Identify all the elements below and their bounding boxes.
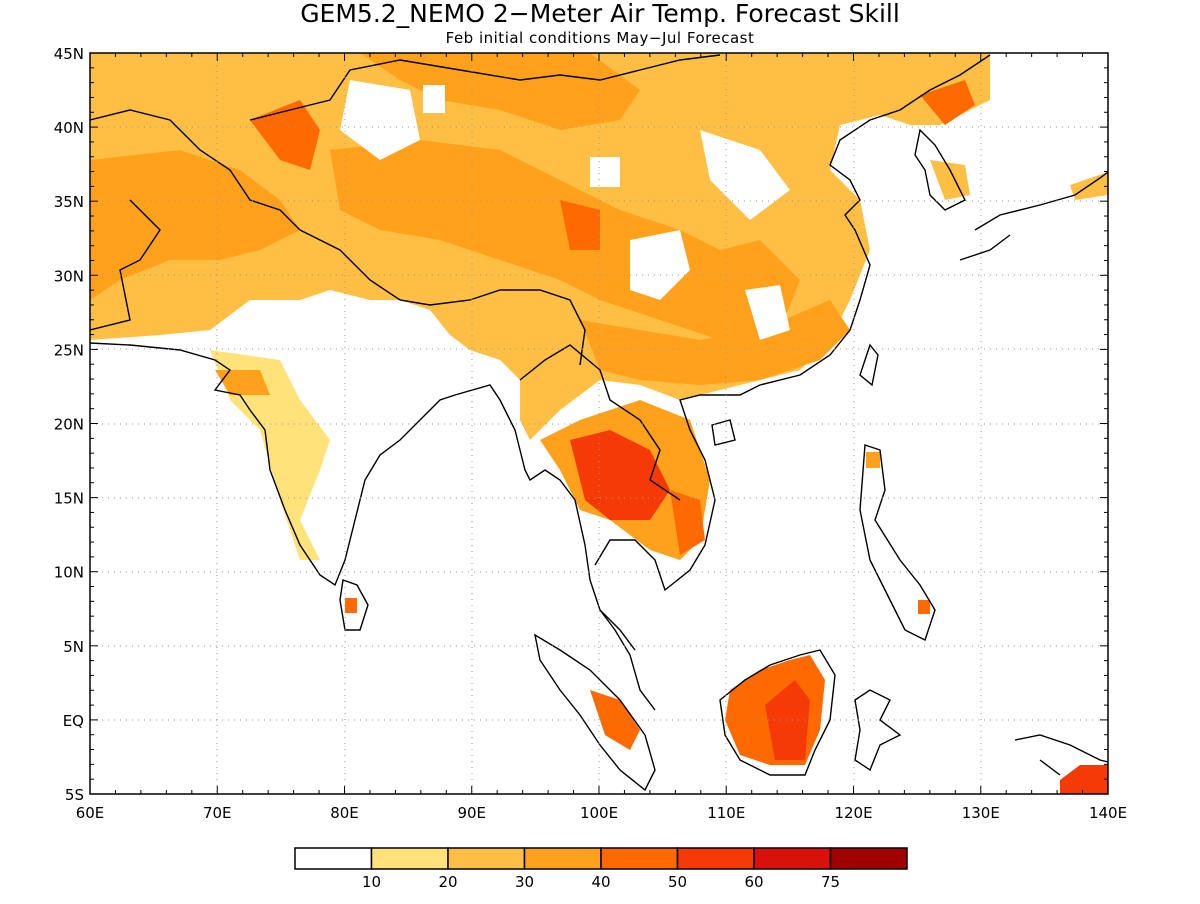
colorbar-swatch [753, 847, 832, 870]
y-tick-label: 15N [54, 490, 84, 508]
skill-region-new-guinea [1060, 765, 1108, 794]
colorbar-swatch [523, 847, 602, 870]
coastline-indochina [594, 54, 991, 592]
skill-region-central-asia [90, 150, 300, 300]
axis-ticks: 60E 70E 80E 90E 100E 110E 120E 130E 140E 45N 40N 35… [54, 45, 1127, 822]
colorbar-swatch [447, 847, 526, 870]
border-china-north [249, 54, 721, 121]
skill-region-mongolia [360, 53, 640, 130]
skill-gap-tibet-cell [423, 85, 445, 113]
skill-region-sumatra [590, 690, 640, 750]
coastline-japan [959, 171, 1108, 261]
x-tick-label: 60E [76, 804, 105, 822]
coastline-sulawesi [854, 689, 902, 772]
coastline-taiwan [859, 343, 879, 387]
skill-region-mindanao [918, 600, 930, 614]
x-tick-label: 120E [834, 804, 872, 822]
y-tick-label: 45N [54, 45, 84, 63]
skill-gap-sichuan [630, 230, 690, 300]
coastline-india [90, 342, 456, 587]
x-tick-label: 110E [707, 804, 745, 822]
skill-region-korea [930, 160, 970, 200]
colorbar-swatch [600, 847, 679, 870]
skill-region-india [210, 350, 330, 560]
y-tick-label: 5N [63, 638, 84, 656]
x-tick-label: 90E [457, 804, 486, 822]
coastline-borneo [719, 649, 836, 776]
colorbar-swatch [294, 847, 373, 870]
y-tick-label: 20N [54, 416, 84, 434]
x-tick-label: 130E [962, 804, 1000, 822]
colorbar: 10 20 30 40 50 60 75 [294, 847, 908, 891]
colorbar-label: 75 [821, 873, 840, 891]
skill-region-west-india [215, 370, 270, 395]
colorbar-label: 40 [591, 873, 610, 891]
colorbar-label: 50 [668, 873, 687, 891]
coastline-hainan [711, 419, 736, 446]
colorbar-label: 20 [438, 873, 457, 891]
y-tick-label: 5S [65, 786, 84, 804]
skill-gap-taklimakan [340, 80, 420, 160]
y-tick-label: 35N [54, 193, 84, 211]
x-tick-label: 140E [1089, 804, 1127, 822]
skill-region-inland-china [560, 200, 600, 250]
coastline-korea [914, 128, 966, 211]
skill-gap-yunnan [745, 285, 790, 340]
skill-field [90, 53, 1108, 794]
skill-region-borneo-core [765, 680, 810, 760]
map-subtitle: Feb initial conditions May−Jul Forecast [446, 29, 755, 47]
skill-region-cambodia [670, 490, 705, 555]
skill-gap-north-china [700, 130, 790, 220]
coastline-new-guinea [1014, 734, 1108, 776]
coastlines [90, 54, 1108, 792]
skill-region-sri-lanka [345, 598, 357, 613]
skill-region-luzon [866, 452, 880, 468]
skill-region-northeast [920, 80, 975, 125]
y-tick-label: 10N [54, 564, 84, 582]
colorbar-swatch [676, 847, 755, 870]
x-tick-label: 80E [330, 804, 359, 822]
skill-region-tibet [330, 140, 800, 340]
x-tick-label: 100E [580, 804, 618, 822]
skill-gap-gobi-cell [590, 157, 620, 187]
x-tick-label: 70E [203, 804, 232, 822]
colorbar-label: 30 [515, 873, 534, 891]
coastline-bay-of-bengal-east [454, 384, 636, 651]
colorbar-label: 10 [362, 873, 381, 891]
coastline-malay-peninsula [599, 609, 656, 711]
colorbar-swatch [370, 847, 449, 870]
colorbar-swatch [829, 847, 908, 870]
y-tick-label: 30N [54, 267, 84, 285]
coastline-sri-lanka [339, 579, 369, 631]
coastline-philippines [859, 444, 936, 641]
y-tick-label: EQ [63, 712, 84, 730]
map-title: GEM5.2_NEMO 2−Meter Air Temp. Forecast S… [300, 0, 900, 28]
y-tick-label: 25N [54, 341, 84, 359]
border-himalaya [299, 229, 586, 366]
y-tick-label: 40N [54, 119, 84, 137]
map-area [90, 53, 1108, 794]
border-indochina [519, 344, 681, 501]
coastline-sumatra [534, 633, 656, 792]
colorbar-label: 60 [744, 873, 763, 891]
border-central-asia [90, 109, 301, 331]
skill-region-tarim [250, 100, 320, 170]
